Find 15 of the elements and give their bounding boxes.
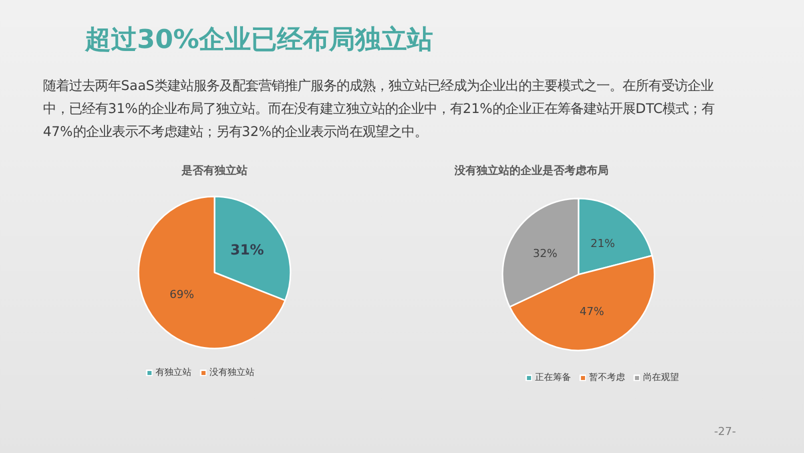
data-label: 21% [590, 236, 615, 250]
chart-title: 没有独立站的企业是否考虑布局 [454, 164, 608, 177]
legend-label: 正在筹备 [535, 372, 571, 384]
data-label: 47% [580, 305, 604, 318]
legend-label: 有独立站 [156, 366, 192, 379]
data-label: 32% [532, 246, 558, 260]
text: 超过30%企业已经布局独立站 [84, 24, 434, 57]
data-label: 69% [170, 288, 194, 302]
text: 随着过去两年SaaS类建站服务及配套营销推广服务的成熟，独立站已经成为企业出的主要模式之一。在所有受访企业中，已经有31%的企业布局了独立站。而在没有建立独立站的企业中，有21%的企业正在筹备建站开展DTC模式；有47%的企业表示不考虑建站；另有32%的企业表示尚在观望之中。 [42, 78, 716, 142]
legend-label: 暂不考虑 [589, 372, 625, 384]
chart-title: 是否有独立站 [180, 164, 248, 177]
legend-label: 尚在观望 [643, 372, 679, 384]
text: -27- [713, 424, 736, 440]
legend-label: 没有独立站 [210, 366, 254, 379]
data-label: 31% [230, 242, 264, 258]
